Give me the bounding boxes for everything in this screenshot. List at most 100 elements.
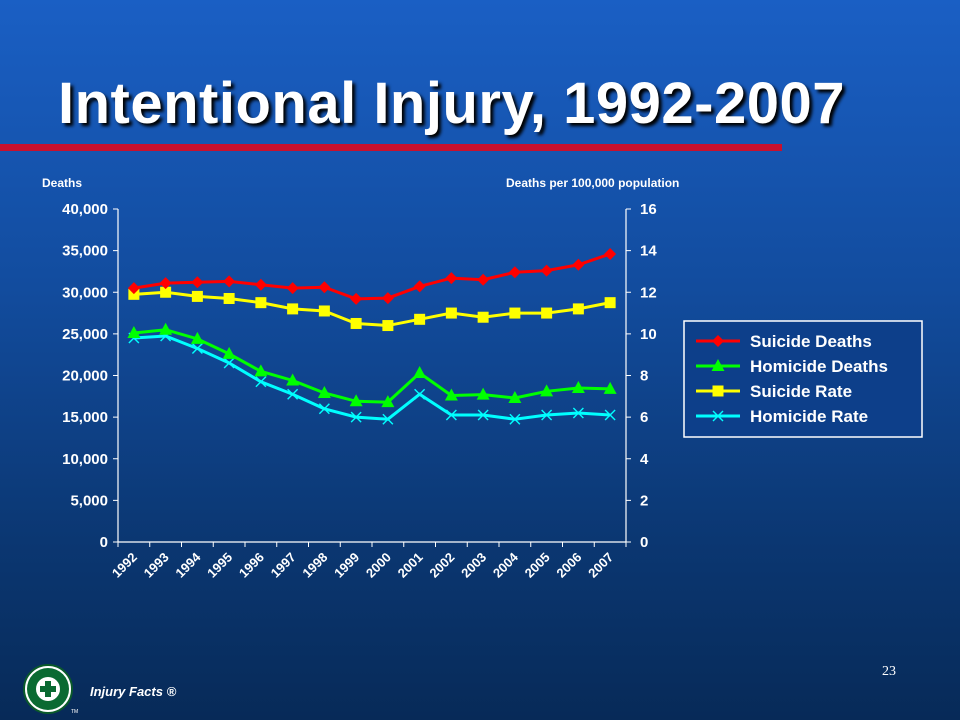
data-point-square (191, 290, 203, 302)
data-point-square (477, 311, 489, 323)
left-y-tick-label: 40,000 (62, 201, 108, 218)
data-point-diamond (191, 276, 204, 289)
data-point-square (414, 313, 426, 325)
data-point-x-stroke (191, 342, 203, 354)
data-point-x-stroke (223, 357, 235, 369)
series-suicide-rate (128, 286, 616, 332)
data-point-triangle (571, 380, 585, 393)
right-axis-caption: Deaths per 100,000 population (506, 176, 680, 190)
data-point-x-stroke (255, 376, 267, 388)
data-point-diamond (445, 272, 458, 285)
data-point-triangle (444, 388, 458, 401)
data-point-x-stroke (477, 409, 489, 421)
left-y-tick-label: 15,000 (62, 409, 108, 426)
chart-series (127, 247, 617, 425)
data-point-square (712, 385, 724, 397)
right-y-tick-label: 16 (640, 201, 657, 218)
data-point-diamond (254, 278, 267, 291)
data-point-square (350, 317, 362, 329)
data-point-square (382, 320, 394, 332)
data-point-x-stroke (445, 409, 457, 421)
legend-entry: Suicide Rate (696, 382, 852, 401)
data-point-diamond (477, 273, 490, 286)
data-point-triangle (127, 326, 141, 339)
legend-label: Homicide Deaths (750, 357, 888, 376)
data-point-square (541, 307, 553, 319)
left-y-tick-label: 10,000 (62, 451, 108, 468)
x-tick-label: 2006 (553, 550, 584, 581)
data-point-x-stroke (287, 388, 299, 400)
data-point-triangle (381, 395, 395, 408)
data-point-x (223, 357, 235, 369)
right-y-tick-label: 8 (640, 368, 648, 385)
data-point-square (318, 305, 330, 317)
legend-entry: Suicide Deaths (696, 332, 872, 351)
x-tick-label: 1994 (172, 549, 204, 581)
data-point-diamond (712, 335, 724, 347)
data-point-x (509, 413, 521, 425)
x-tick-label: 2007 (585, 550, 616, 581)
right-y-tick-label: 14 (640, 243, 657, 260)
data-point-x (350, 411, 362, 423)
left-y-tick-label: 5,000 (70, 492, 108, 509)
left-axis-caption: Deaths (42, 176, 83, 190)
data-point-diamond (604, 247, 617, 260)
legend-label: Suicide Deaths (750, 332, 872, 351)
chart-axes: 0 5,000 10,000 15,000 20,000 25,000 30,000 35,0… (62, 201, 657, 581)
x-tick-label: 2002 (426, 550, 457, 581)
data-point-x (255, 376, 267, 388)
left-y-tick-label: 30,000 (62, 284, 108, 301)
data-point-square (572, 303, 584, 315)
x-tick-label: 1992 (109, 550, 140, 581)
data-point-triangle (603, 381, 617, 394)
data-point-x-stroke (604, 409, 616, 421)
data-point-triangle (711, 359, 725, 371)
nsc-logo: TM (23, 664, 78, 715)
data-point-x-stroke (414, 388, 426, 400)
data-point-x-stroke (712, 410, 724, 422)
data-point-triangle (540, 384, 554, 397)
data-point-square (509, 307, 521, 319)
data-point-square (445, 307, 457, 319)
x-tick-label: 2005 (522, 550, 553, 581)
x-tick-label: 2000 (363, 550, 394, 581)
left-y-tick-label: 20,000 (62, 368, 108, 385)
series-line-homicide-deaths (133, 328, 611, 404)
x-tick-label: 1998 (299, 550, 330, 581)
data-point-x (477, 409, 489, 421)
left-y-tick-label: 25,000 (62, 326, 108, 343)
data-point-square (223, 292, 235, 304)
data-point-triangle (222, 346, 236, 359)
data-point-diamond (572, 258, 585, 271)
right-y-tick-label: 6 (640, 409, 648, 426)
data-point-x (604, 409, 616, 421)
page-number: 23 (882, 664, 896, 679)
svg-text:TM: TM (71, 709, 78, 715)
data-point-triangle (476, 387, 490, 400)
x-tick-label: 2003 (458, 550, 489, 581)
data-point-triangle (413, 366, 427, 379)
data-point-diamond (223, 275, 236, 288)
data-point-x-stroke (382, 413, 394, 425)
data-point-x (414, 388, 426, 400)
right-y-tick-label: 4 (640, 451, 649, 468)
series-line-suicide-deaths (133, 252, 611, 301)
left-y-tick-label: 35,000 (62, 243, 108, 260)
data-point-x-stroke (350, 411, 362, 423)
data-point-diamond (127, 282, 140, 295)
series-homicide-deaths (127, 322, 617, 408)
x-tick-label: 2001 (395, 550, 426, 581)
data-point-triangle (317, 385, 331, 398)
data-point-x-stroke (509, 413, 521, 425)
x-tick-label: 2004 (490, 549, 522, 581)
data-point-x (572, 407, 584, 419)
legend-label: Homicide Rate (750, 407, 868, 426)
left-y-tick-label: 0 (100, 534, 108, 551)
x-tick-label: 1993 (141, 550, 172, 581)
slide-title: Intentional Injury, 1992-2007 (58, 71, 846, 136)
data-point-diamond (350, 292, 363, 305)
x-tick-label: 1996 (236, 550, 267, 581)
right-y-tick-label: 12 (640, 284, 657, 301)
x-tick-label: 1999 (331, 550, 362, 581)
data-point-x (712, 410, 724, 422)
